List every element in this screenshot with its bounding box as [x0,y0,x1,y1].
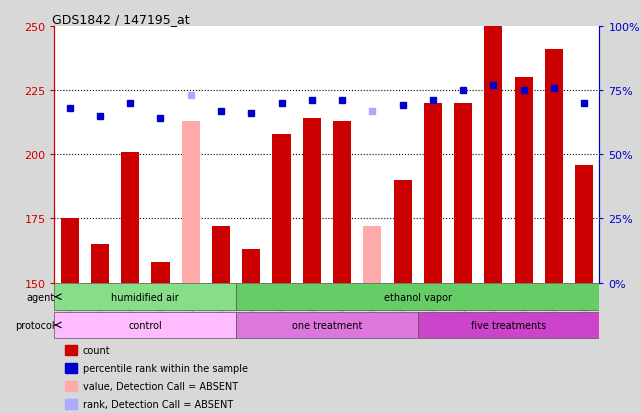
Bar [65,345,78,355]
Bar [91,244,109,283]
Bar [65,399,78,409]
Bar [54,312,236,338]
Bar [418,312,599,338]
Bar [485,24,503,283]
Bar [60,219,79,283]
Text: GDS1842 / 147195_at: GDS1842 / 147195_at [52,13,189,26]
Bar [545,50,563,283]
Text: value, Detection Call = ABSENT: value, Detection Call = ABSENT [83,381,238,391]
Bar [65,381,78,391]
Bar [236,284,599,310]
Bar [272,134,290,283]
Text: control: control [128,320,162,330]
Text: rank, Detection Call = ABSENT: rank, Detection Call = ABSENT [83,399,233,409]
Text: agent: agent [27,292,55,302]
Bar [242,249,260,283]
Bar [333,121,351,283]
Text: ethanol vapor: ethanol vapor [384,292,452,302]
Bar [54,284,236,310]
Bar [151,262,169,283]
Text: five treatments: five treatments [471,320,546,330]
Text: percentile rank within the sample: percentile rank within the sample [83,363,248,373]
Bar [236,312,418,338]
Bar [575,165,594,283]
Bar [515,78,533,283]
Bar [394,180,412,283]
Text: protocol: protocol [15,320,55,330]
Bar [363,227,381,283]
Text: count: count [83,345,110,355]
Bar [212,227,230,283]
Bar [424,104,442,283]
Bar [303,119,321,283]
Bar [121,152,139,283]
Bar [181,121,200,283]
Bar [65,363,78,373]
Text: humidified air: humidified air [112,292,179,302]
Bar [454,104,472,283]
Text: one treatment: one treatment [292,320,362,330]
